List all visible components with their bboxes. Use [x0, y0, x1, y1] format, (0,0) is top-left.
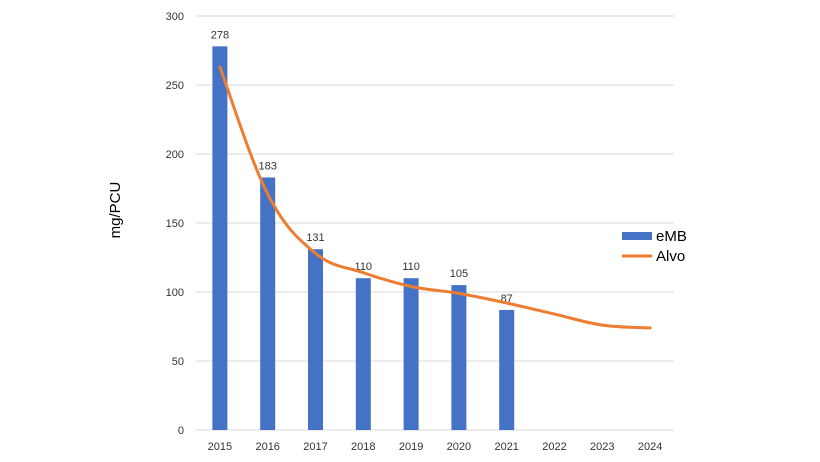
bar-emb [403, 278, 419, 430]
x-tick-label: 2017 [303, 441, 327, 453]
y-tick-label: 0 [178, 425, 184, 437]
data-label: 131 [306, 232, 324, 244]
bar-series-emb [212, 46, 515, 431]
legend: eMB Alvo [622, 228, 687, 265]
y-tick-label: 50 [172, 356, 184, 368]
bar-emb [451, 285, 467, 430]
x-tick-label: 2024 [638, 441, 662, 453]
legend-label-emb: eMB [656, 228, 687, 245]
line-alvo [218, 65, 652, 330]
data-label: 278 [211, 29, 229, 41]
bar-emb [355, 278, 371, 430]
line-series-alvo [218, 65, 652, 330]
data-label: 110 [402, 261, 420, 273]
legend-swatch-emb [622, 232, 652, 240]
y-tick-label: 100 [166, 287, 184, 299]
y-tick-label: 200 [166, 149, 184, 161]
data-label: 183 [259, 160, 277, 172]
y-tick-label: 150 [166, 218, 184, 230]
bar-emb [308, 249, 323, 430]
gridlines [196, 15, 674, 362]
x-tick-label: 2016 [255, 441, 279, 453]
x-tick-label: 2022 [542, 441, 566, 453]
y-axis-ticks: 0 50 100 150 200 250 300 [166, 11, 184, 437]
legend-label-alvo: Alvo [656, 248, 685, 265]
bar-emb [212, 46, 228, 431]
x-tick-label: 2019 [399, 441, 423, 453]
data-label: 105 [450, 268, 468, 280]
y-tick-label: 300 [166, 11, 184, 23]
x-axis-ticks: 2015 2016 2017 2018 2019 2020 2021 2022 2023 2024 [208, 441, 663, 453]
x-tick-label: 2020 [447, 441, 471, 453]
bar-emb [260, 177, 276, 430]
x-tick-label: 2023 [590, 441, 614, 453]
y-axis-label: mg/PCU [107, 182, 124, 239]
x-tick-label: 2018 [351, 441, 375, 453]
x-tick-label: 2021 [494, 441, 518, 453]
y-tick-label: 250 [166, 80, 184, 92]
bar-emb [499, 309, 515, 430]
x-tick-label: 2015 [208, 441, 232, 453]
